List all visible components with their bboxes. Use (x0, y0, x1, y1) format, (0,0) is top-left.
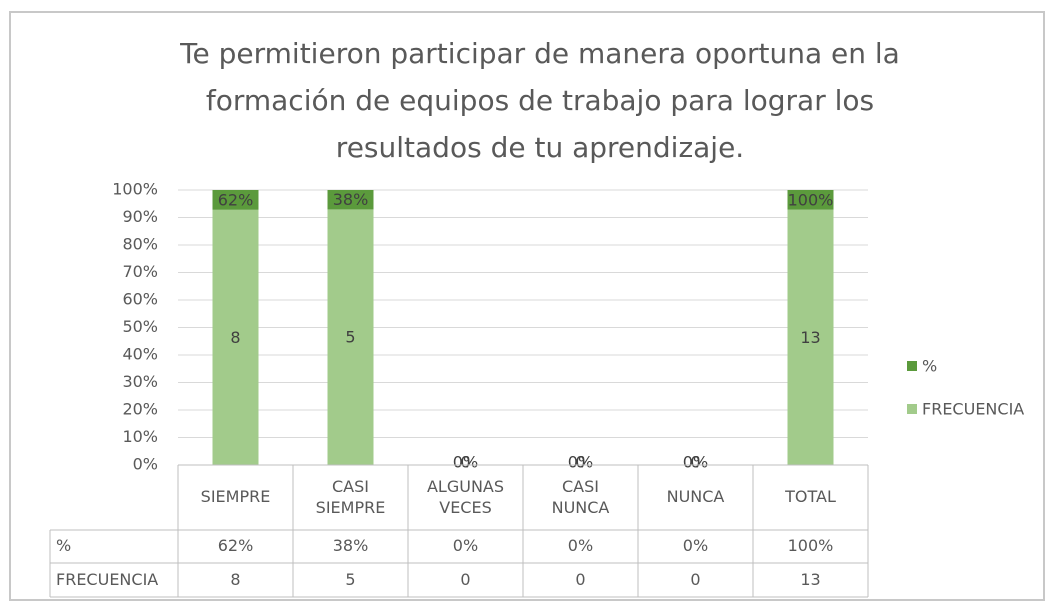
y-tick-label: 90% (122, 207, 158, 226)
table-row-header-box: % (56, 536, 72, 556)
chart-frame (9, 11, 1045, 601)
data-label: 0% (683, 453, 708, 472)
y-tick-label: 30% (122, 372, 158, 391)
x-tick-label-box: CASI SIEMPRE (315, 476, 386, 517)
y-tick-label: 100% (112, 180, 158, 199)
table-cell: 8 (230, 569, 241, 589)
bar-segment (787, 209, 834, 465)
x-tick-label-box: TOTAL (785, 487, 836, 507)
bar-segment (787, 190, 834, 210)
table-cell-box: 0 (575, 569, 586, 589)
legend-swatch (907, 404, 917, 414)
table-cell-box: 0% (567, 536, 594, 556)
data-label: 0% (453, 453, 478, 472)
data-label: 5 (345, 328, 355, 347)
chart-title: Te permitieron participar de manera opor… (180, 37, 900, 164)
table-cell: 13 (800, 569, 821, 589)
y-tick-label: 10% (122, 427, 158, 446)
table-cell: 100% (787, 536, 834, 556)
table-cell: 0 (460, 569, 471, 589)
y-tick-label: 50% (122, 317, 158, 336)
table-cell-box: 0% (682, 536, 709, 556)
x-tick-label: SIEMPRE (200, 487, 271, 507)
bar-segment (212, 190, 259, 210)
table-cell-box: 62% (217, 536, 254, 556)
table-cell-box: 0% (452, 536, 479, 556)
table-cell: 0% (682, 536, 709, 556)
table-cell: 5 (345, 569, 356, 589)
table-cell-box: 38% (332, 536, 369, 556)
table-cell-box: 100% (787, 536, 834, 556)
x-tick-label: ALGUNAS VECES (426, 476, 505, 517)
table-cell: 0 (690, 569, 701, 589)
bar-segment (212, 209, 259, 465)
data-label: 0 (460, 453, 470, 472)
chart-title-box: Te permitieron participar de manera opor… (180, 37, 900, 164)
legend-swatch (907, 361, 917, 371)
table-cell: 0% (452, 536, 479, 556)
table-cell-box: 8 (230, 569, 241, 589)
table-cell-box: 0 (460, 569, 471, 589)
data-label: 0% (568, 453, 593, 472)
table-row-header-box: FRECUENCIA (56, 569, 159, 589)
table-cell-box: 13 (800, 569, 821, 589)
table-cell: 0 (575, 569, 586, 589)
y-tick-label: 0% (133, 455, 158, 474)
data-label: 0 (575, 453, 585, 472)
table-cell-box: 0 (690, 569, 701, 589)
y-tick-label: 70% (122, 262, 158, 281)
x-tick-label: CASI NUNCA (551, 476, 610, 517)
data-label: 8 (230, 328, 240, 347)
x-tick-label: NUNCA (666, 487, 725, 507)
table-row-header: % (56, 536, 72, 556)
x-tick-label: CASI SIEMPRE (315, 476, 386, 517)
data-label: 100% (788, 190, 834, 209)
data-label: 38% (333, 190, 369, 209)
data-label: 62% (218, 190, 254, 209)
y-tick-label: 40% (122, 345, 158, 364)
data-label: 0 (690, 453, 700, 472)
table-cell: 62% (217, 536, 254, 556)
x-tick-label-box: NUNCA (666, 487, 725, 507)
table-row-header: FRECUENCIA (56, 569, 159, 589)
table-cell: 38% (332, 536, 369, 556)
bar-segment (327, 209, 374, 465)
x-tick-label-box: SIEMPRE (200, 487, 271, 507)
x-tick-label-box: CASI NUNCA (551, 476, 610, 517)
legend-label: FRECUENCIA (922, 400, 1024, 419)
x-tick-label: TOTAL (785, 487, 836, 507)
table-cell-box: 5 (345, 569, 356, 589)
x-tick-label-box: ALGUNAS VECES (426, 476, 505, 517)
legend-label: % (922, 357, 937, 376)
y-tick-label: 20% (122, 400, 158, 419)
bar-segment (327, 190, 374, 210)
table-cell: 0% (567, 536, 594, 556)
y-tick-label: 60% (122, 290, 158, 309)
y-tick-label: 80% (122, 235, 158, 254)
data-label: 13 (800, 328, 820, 347)
